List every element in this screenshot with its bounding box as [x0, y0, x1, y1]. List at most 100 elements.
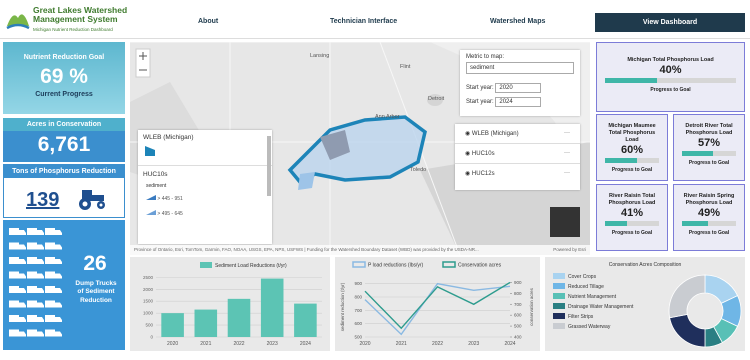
kpi-caption: Current Progress [35, 91, 93, 98]
line-series [364, 282, 511, 336]
map[interactable]: Lansing Flint Ann Arbor Detroit Toledo W… [130, 42, 590, 255]
y-axis-label: sediment reduction (t/yr) [340, 282, 345, 331]
attribution: Province of Ontario, Esri, TomTom, Garmi… [130, 245, 590, 255]
goal-card: Michigan Total Phosphorus Load 40% Progr… [596, 42, 745, 112]
tractor-icon [79, 190, 105, 210]
legend-swatch [553, 323, 565, 329]
y-tick-label: 500 [145, 323, 153, 328]
chart-title: Conservation Acres Composition [609, 262, 682, 268]
year-select[interactable]: 2020 [495, 83, 542, 93]
x-tick-label: 2024 [300, 341, 311, 347]
huc-area [320, 130, 350, 160]
kpi-card: Acres in Conservation 6,761 [3, 118, 125, 162]
goal-value: 40% [659, 63, 682, 76]
legend-label: Grassed Waterway [568, 324, 611, 330]
goal-card: River Raisin Spring Phosphorus Load 49% … [673, 184, 745, 251]
truck-icon [9, 329, 26, 337]
legend-swatch [145, 146, 155, 156]
legend-layer: WLEB (Michigan) [143, 134, 194, 141]
layer-item[interactable]: ◉ HUC12s ··· [465, 170, 570, 177]
truck-icon [9, 315, 26, 322]
line-series [364, 281, 511, 330]
x-tick-label: 2022 [432, 341, 443, 347]
donut-slice [669, 313, 706, 348]
goal-value: 57% [697, 136, 721, 149]
site-subtitle: Michigan Nutrient Reduction Dashboard [33, 27, 113, 32]
truck-icon [27, 286, 44, 293]
y-tick-label: 900 [354, 281, 362, 286]
goal-title: River Raisin Spring Phosphorus Load [683, 193, 735, 206]
kpi-value: 69 % [40, 65, 88, 88]
y2-axis-label: conservation acres [529, 287, 534, 326]
x-tick-label: 2024 [504, 341, 515, 347]
line-chart: 500 600 700 800 900 400 500 600 700 800 900 sedimen… [335, 257, 540, 351]
truck-icon [27, 300, 44, 308]
goal-title: Michigan Total Phosphorus Load [627, 57, 714, 63]
truck-icon [45, 257, 62, 264]
legend-class-label: > 495 - 645 [157, 211, 183, 217]
bar [161, 313, 184, 337]
goal-title: Detroit River Total Phosphorus Load [685, 123, 733, 136]
legend-label: Sediment Load Reductions (t/yr) [215, 263, 287, 269]
kpi-card: 26 Dump Trucks of Sediment Reduction [3, 220, 125, 350]
nav-link[interactable]: About [198, 18, 219, 25]
truck-icon [27, 228, 44, 235]
kpi-card: Nutrient Reduction Goal 69 % Current Pro… [3, 42, 125, 114]
layer-item[interactable]: ◉ HUC10s ··· [455, 144, 580, 164]
legend-swatch [553, 293, 565, 299]
y2-tick-label: 700 [514, 302, 522, 307]
goal-caption: Progress to Goal [650, 86, 691, 93]
goal-caption: Progress to Goal [611, 229, 653, 236]
legend-swatch [146, 210, 156, 215]
huc-area [298, 172, 315, 190]
kpi-title: Acres in Conservation [3, 118, 125, 131]
legend-label: Reduced Tillage [568, 284, 604, 290]
truck-grid [9, 228, 62, 337]
scrollbar[interactable] [267, 136, 271, 196]
year-select[interactable]: 2024 [495, 97, 542, 107]
place-label: Ann Arbor [375, 114, 400, 120]
progress-track [682, 150, 736, 156]
legend-class: > 445 - 951 [138, 189, 272, 206]
y-tick-label: 1500 [143, 299, 154, 304]
truck-icon [9, 228, 26, 235]
progress-fill [605, 220, 628, 226]
x-tick-label: 2021 [200, 341, 211, 347]
x-tick-label: 2020 [167, 341, 178, 347]
goal-title: River Raisin Total Phosphorus Load [608, 193, 656, 206]
legend-swatch [553, 283, 565, 289]
place-label: Lansing [310, 53, 330, 59]
legend-swatch [352, 261, 366, 268]
truck-icon [45, 271, 62, 279]
metric-select[interactable]: sediment [466, 62, 574, 74]
control-label: Metric to map: [466, 54, 505, 60]
legend-label: Conservation acres [458, 263, 502, 269]
truck-icon [45, 300, 62, 308]
kpi-value: 6,761 [37, 133, 91, 156]
layer-item[interactable]: ◉ WLEB (Michigan) ··· [455, 124, 580, 144]
donut-chart: Conservation Acres Composition Cover Crop… [545, 257, 745, 351]
nav-link[interactable]: Technician Interface [330, 18, 398, 25]
layer-name: WLEB (Michigan) [471, 131, 519, 137]
zoom-control[interactable] [135, 48, 151, 78]
legend-label: P load reductions (lbs/yr) [368, 263, 424, 269]
y-tick-label: 0 [150, 335, 153, 340]
basemap-toggle[interactable] [550, 207, 580, 237]
progress-fill [605, 77, 658, 83]
nav-button[interactable]: View Dashboard [595, 13, 745, 32]
y-tick-label: 500 [354, 335, 362, 340]
progress-track [605, 77, 736, 83]
legend-swatch [553, 273, 565, 279]
place-label: Flint [400, 64, 411, 70]
y2-tick-label: 900 [514, 280, 522, 285]
truck-icon [45, 228, 62, 235]
nav-link[interactable]: Watershed Maps [490, 18, 546, 25]
goal-card: Detroit River Total Phosphorus Load 57% … [673, 114, 745, 181]
truck-icon [27, 329, 44, 337]
truck-icon [27, 315, 44, 322]
y2-tick-label: 500 [514, 324, 522, 329]
map-legend: WLEB (Michigan) HUC10s sediment > 445 - … [138, 130, 272, 244]
y-tick-label: 600 [354, 321, 362, 326]
legend-label: Cover Crops [568, 274, 597, 280]
